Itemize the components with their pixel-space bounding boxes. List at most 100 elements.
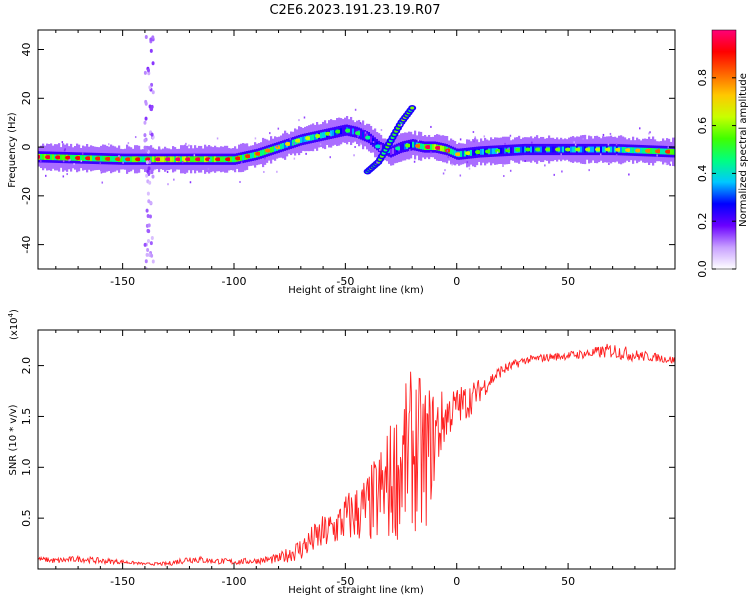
spectrogram-peak: [105, 156, 111, 161]
spectrogram-core: [622, 146, 625, 153]
spectrogram-core: [324, 131, 327, 138]
spectrogram-noise: [531, 141, 533, 144]
spectrogram-core: [162, 156, 165, 163]
spectrogram-noise: [413, 160, 416, 163]
spectrogram-core: [392, 148, 395, 154]
spectrogram-core: [440, 145, 443, 152]
colorbar-tick-label: 0.0: [696, 260, 709, 278]
spectrogram-xlabel: Height of straight line (km): [288, 285, 424, 296]
spectrogram-core: [40, 153, 43, 160]
snr-xtick-label: 50: [561, 575, 575, 588]
spectrogram-peak: [85, 156, 91, 161]
spectrogram-noise: [474, 136, 476, 139]
spectrogram-core: [240, 155, 243, 161]
spectrogram-noise: [240, 161, 243, 164]
spectrogram-noise: [628, 173, 630, 176]
spectrogram-core: [200, 156, 203, 163]
spectrogram-noise: [150, 107, 154, 112]
spectrogram-core: [460, 151, 463, 157]
spectrogram-xtick-label: 0: [453, 275, 460, 288]
spectrogram-peak: [345, 128, 351, 133]
spectrogram-core: [482, 148, 485, 155]
snr-yscale-label: (x104): [7, 309, 20, 340]
spectrogram-noise: [607, 143, 610, 146]
spectrogram-core: [512, 147, 515, 154]
spectrogram-noise: [305, 152, 307, 155]
spectrogram-noise: [150, 170, 154, 175]
spectrogram-noise: [216, 137, 219, 140]
spectrogram-noise: [150, 132, 154, 137]
spectrogram-noise: [143, 133, 147, 138]
spectrogram-noise: [151, 174, 155, 179]
spectrogram-core: [374, 139, 377, 146]
spectrogram-core: [582, 146, 585, 153]
spectrogram-noise: [442, 172, 445, 175]
spectrogram-noise: [376, 161, 378, 164]
spectrogram-noise: [561, 170, 563, 173]
spectrogram-core: [410, 142, 413, 149]
spectrogram-noise: [609, 132, 612, 135]
spectrogram-noise: [298, 119, 300, 122]
spectrogram-core: [234, 156, 237, 163]
colorbar-gradient: [711, 29, 737, 270]
spectrogram-xtick-label: -150: [110, 275, 135, 288]
spectrogram-noise: [354, 145, 356, 148]
spectrogram-noise: [665, 162, 668, 165]
spectrogram-noise: [101, 181, 104, 184]
spectrogram-core: [262, 149, 265, 156]
spectrogram-core: [620, 146, 623, 153]
spectrogram-core: [220, 156, 223, 163]
spectrogram-peak: [615, 147, 621, 152]
spectrogram-core: [280, 143, 283, 150]
spectrogram-noise: [119, 156, 122, 159]
spectrogram-noise: [524, 160, 526, 163]
spectrogram-noise: [143, 70, 147, 75]
spectrogram-core: [450, 148, 453, 155]
spectrogram-core: [502, 147, 505, 154]
spectrogram-noise: [147, 199, 151, 204]
snr-ytick-label: 2.0: [20, 357, 33, 375]
spectrogram-peak: [165, 157, 171, 162]
spectrogram-core: [310, 134, 313, 141]
spectrogram-peak: [155, 157, 161, 162]
snr-line-layer: [38, 343, 675, 567]
spectrogram-core: [122, 156, 125, 163]
snr-ytick-label: 1.5: [20, 408, 33, 426]
snr-ytick-label: 0.5: [20, 509, 33, 527]
spectrogram-noise: [329, 156, 331, 159]
spectrogram-noise: [127, 142, 130, 145]
spectrogram-noise: [64, 148, 66, 151]
spectrogram-noise: [146, 68, 150, 73]
spectrogram-core: [140, 156, 143, 163]
spectrogram-noise: [364, 131, 367, 134]
spectrogram-peak: [365, 135, 371, 140]
spectrogram-peak: [525, 147, 531, 152]
spectrogram-noise: [81, 152, 84, 155]
spectrogram-core: [244, 154, 247, 160]
colorbar-label: Normalized spectral amplitude: [738, 73, 749, 227]
spectrogram-noise: [417, 139, 420, 142]
spectrogram-peak: [265, 148, 271, 153]
spectrogram-core: [112, 156, 115, 162]
spectrogram-ytick-label: -40: [20, 236, 33, 254]
spectrogram-noise: [451, 163, 453, 166]
snr-xtick-label: -50: [336, 575, 354, 588]
spectrogram-core: [522, 146, 525, 153]
spectrogram-core: [454, 150, 457, 157]
spectrogram-noise: [264, 157, 266, 160]
spectrogram-noise: [148, 159, 152, 164]
spectrogram-ytick-label: -20: [20, 187, 33, 205]
spectrogram-core: [60, 154, 63, 161]
spectrogram-noise: [276, 145, 278, 148]
spectrogram-core: [352, 128, 355, 135]
spectrogram-core: [290, 140, 293, 147]
spectrogram-noise: [147, 71, 151, 76]
spectrogram-noise: [544, 164, 546, 167]
spectrogram-noise: [62, 175, 65, 178]
spectrogram-noise: [150, 235, 154, 240]
snr-axes: -150 -100 -50 0 50 0.5 1.0 1.5 2.0: [20, 330, 675, 588]
spectrogram-noise: [144, 34, 148, 39]
spectrogram-noise: [473, 140, 475, 143]
spectrogram-core: [254, 151, 257, 158]
